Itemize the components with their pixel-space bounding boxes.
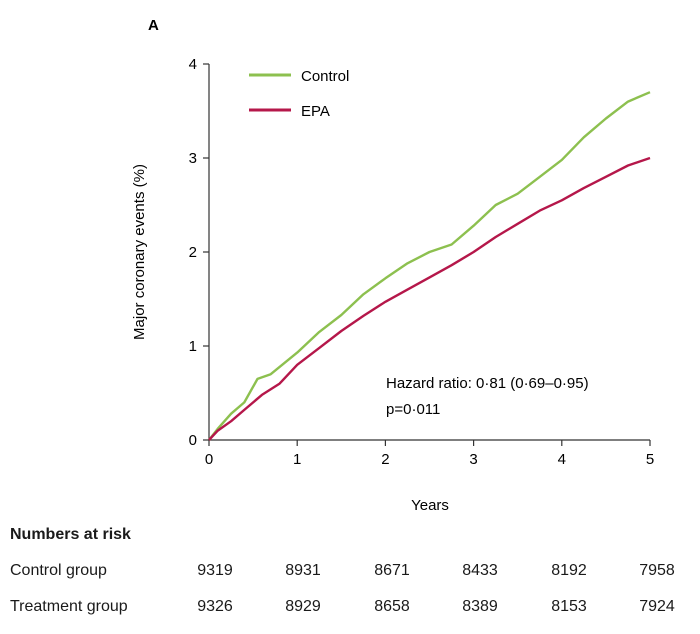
y-tick-label: 3 [189,150,197,167]
x-tick-label: 5 [646,451,654,468]
hazard-ratio-annotation: Hazard ratio: 0·81 (0·69–0·95) [386,375,589,392]
risk-cell: 8153 [551,598,587,615]
risk-cell: 8929 [285,598,321,615]
km-chart: A 0 1 2 3 4 5 0 1 2 3 4 Control EPA Hazard ratio: … [131,17,655,514]
x-tick-label: 4 [558,451,566,468]
risk-cell: 7958 [639,562,675,579]
risk-cell: 8671 [374,562,410,579]
axes: 0 1 2 3 4 5 0 1 2 3 4 [189,56,655,468]
y-tick-label: 2 [189,244,197,261]
risk-cell: 8433 [462,562,498,579]
p-value-annotation: p=0·011 [386,401,440,418]
legend-label-control: Control [301,68,349,85]
risk-row-treatment: Treatment group 9326 8929 8658 8389 8153… [10,584,690,620]
x-axis-title: Years [411,497,449,514]
panel-label: A [148,17,159,34]
series-line-epa [208,156,651,441]
y-axis-title: Major coronary events (%) [131,164,148,340]
risk-cell: 8192 [551,562,587,579]
y-tick-label: 0 [189,432,197,449]
risk-cell: 8931 [285,562,321,579]
risk-row-label: Treatment group [10,598,128,615]
risk-row-label: Control group [10,562,107,579]
x-tick-label: 0 [205,451,213,468]
legend: Control EPA [249,68,349,120]
legend-label-epa: EPA [301,103,330,120]
risk-cell: 8658 [374,598,410,615]
risk-row-control: Control group 9319 8931 8671 8433 8192 7… [10,548,690,584]
series-line-control [208,91,651,441]
x-tick-label: 2 [381,451,389,468]
risk-cell: 7924 [639,598,675,615]
y-tick-label: 1 [189,338,197,355]
x-tick-label: 1 [293,451,301,468]
series-lines [208,91,651,441]
numbers-at-risk-title: Numbers at risk [10,526,131,543]
x-tick-label: 3 [469,451,477,468]
risk-cell: 9326 [197,598,233,615]
numbers-at-risk-table: Numbers at risk Control group 9319 8931 … [10,526,690,620]
risk-cell: 8389 [462,598,498,615]
y-tick-label: 4 [189,56,197,73]
risk-cell: 9319 [197,562,233,579]
